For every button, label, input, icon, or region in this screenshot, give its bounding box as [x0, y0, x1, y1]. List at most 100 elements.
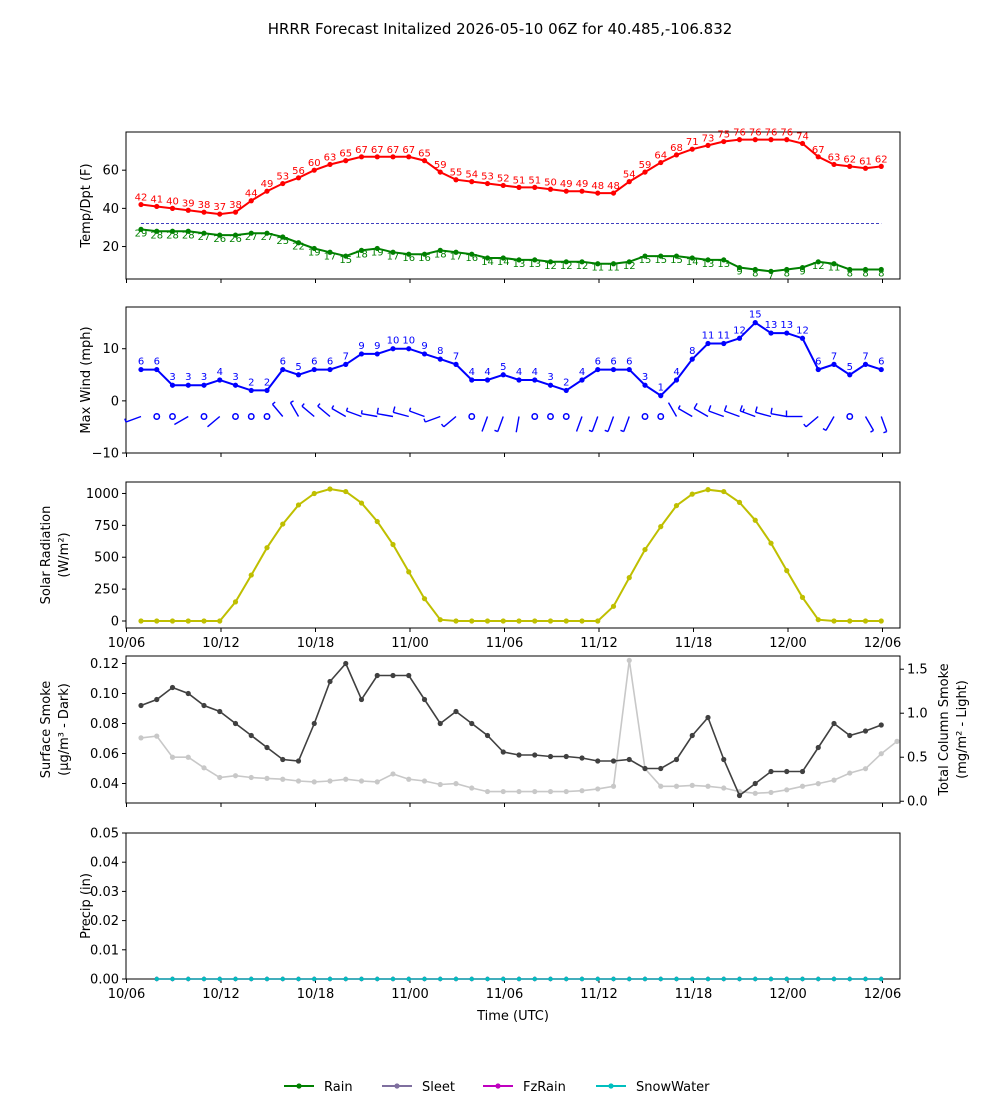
dewpoint-point: [201, 230, 207, 236]
dewpoint-point: [264, 230, 270, 236]
wind-barb: [289, 402, 300, 417]
dewpoint-point: [595, 261, 601, 267]
solar-radiation-point: [689, 491, 695, 497]
temperature-point: [327, 161, 333, 168]
wind-barb-feather: [693, 402, 698, 409]
surface-smoke-point: [579, 755, 585, 761]
dewpoint-point: [705, 257, 711, 263]
temperature-data-label: 60: [308, 158, 321, 169]
wind-data-label: 1: [658, 383, 664, 394]
solar-radiation-point: [169, 618, 176, 624]
temperature-point: [563, 188, 569, 194]
temperature-data-label: 37: [213, 202, 226, 213]
surface-smoke-point: [138, 702, 144, 709]
max-wind-point: [626, 366, 632, 373]
dewpoint-data-label: 8: [752, 268, 758, 279]
wind-data-label: 3: [547, 372, 553, 383]
temperature-point: [689, 146, 695, 152]
dewpoint-point: [437, 247, 443, 253]
wind-data-label: 5: [847, 362, 853, 373]
legend-snowwater-marker: [608, 1083, 614, 1089]
temperature-data-label: 44: [245, 189, 258, 200]
max-wind-point: [799, 335, 806, 341]
temperature-point: [721, 138, 727, 145]
wind-barb: [755, 411, 772, 418]
solar-xtick-label: 12/06: [864, 636, 901, 651]
wind-data-label: 8: [689, 346, 695, 357]
max-wind-point: [500, 372, 506, 378]
wind-barb: [497, 416, 504, 432]
dewpoint-point: [862, 266, 869, 273]
solar-radiation-point: [736, 499, 743, 506]
wind-barb: [708, 410, 724, 418]
temperature-point: [595, 190, 601, 196]
dewpoint-data-label: 15: [654, 255, 667, 266]
precip-ytick-label: 0.00: [90, 973, 119, 988]
precip-xtick-label: 10/18: [297, 987, 334, 1002]
calm-wind-marker: [232, 413, 239, 420]
wind-data-label: 6: [626, 357, 632, 368]
temperature-data-label: 67: [371, 145, 384, 156]
max-wind-point: [516, 377, 522, 383]
surface-smoke-point: [547, 753, 554, 760]
surface-smoke-point: [752, 780, 758, 787]
temp-ylabel: Temp/Dpt (F): [79, 163, 94, 248]
dewpoint-data-label: 26: [213, 234, 226, 245]
dewpoint-point: [232, 232, 239, 238]
solar-radiation-point: [248, 572, 254, 578]
wind-barb: [346, 410, 362, 418]
max-wind-point: [658, 393, 664, 399]
temperature-data-label: 63: [828, 152, 841, 163]
wind-barb: [880, 416, 888, 432]
solar-radiation-point: [201, 618, 207, 624]
surface-smoke-point: [248, 732, 254, 739]
solar-ylabel: (W/m²): [57, 532, 72, 577]
surface-smoke-point: [721, 756, 727, 763]
column-smoke-point: [768, 789, 774, 796]
wind-data-label: 2: [248, 377, 254, 388]
temperature-point: [610, 190, 617, 196]
wind-barb-feather: [739, 405, 743, 412]
column-smoke-point: [437, 781, 443, 788]
wind-data-label: 12: [733, 325, 746, 336]
wind-data-label: 10: [387, 336, 400, 347]
precip-ytick-label: 0.01: [90, 943, 119, 958]
surface-smoke-point: [217, 708, 223, 715]
solar-radiation-point: [232, 599, 239, 605]
column-smoke-point: [390, 771, 396, 777]
smoke-right-ytick-label: 1.0: [907, 707, 928, 722]
dewpoint-data-label: 16: [465, 253, 478, 264]
dewpoint-point: [469, 251, 475, 257]
wind-barb: [678, 407, 693, 418]
solar-xtick-label: 10/18: [297, 636, 334, 651]
wind-barb-feather: [588, 429, 593, 433]
dewpoint-data-label: 11: [607, 263, 620, 274]
column-smoke-point: [721, 785, 727, 791]
solar-radiation-point: [295, 502, 302, 508]
wind-data-label: 7: [862, 351, 868, 362]
wind-data-label: 6: [138, 357, 144, 368]
wind-barb-feather: [723, 405, 728, 412]
dewpoint-point: [280, 234, 286, 240]
column-smoke-point: [232, 773, 239, 779]
temp-ytick-label: 20: [102, 240, 119, 255]
dewpoint-data-label: 22: [292, 242, 305, 253]
smoke-plot-frame: [125, 655, 901, 804]
temperature-data-label: 38: [229, 200, 242, 211]
column-smoke-point: [280, 776, 286, 782]
temperature-point: [799, 140, 806, 147]
wind-ylabel: Max Wind (mph): [79, 326, 94, 433]
dewpoint-data-label: 27: [245, 232, 258, 243]
solar-radiation-point: [217, 618, 223, 624]
surface-smoke-point: [516, 752, 522, 758]
surface-smoke-point: [626, 756, 632, 763]
max-wind-point: [343, 361, 349, 367]
solar-radiation-point: [862, 618, 869, 624]
temperature-point: [185, 207, 191, 213]
dewpoint-data-label: 29: [135, 228, 148, 239]
column-smoke-point: [847, 770, 853, 776]
dewpoint-point: [563, 259, 569, 265]
surface-smoke-point: [847, 732, 853, 739]
surface-smoke-point: [500, 749, 506, 755]
surface-smoke-point: [705, 714, 711, 721]
